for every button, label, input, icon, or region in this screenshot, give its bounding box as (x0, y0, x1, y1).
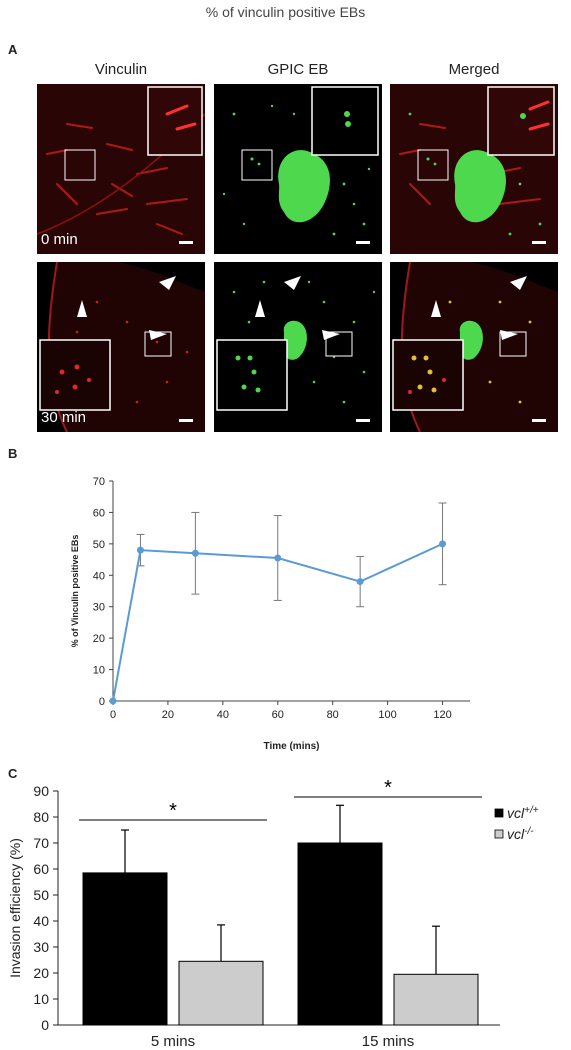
y-axis-title: % of Vinculin positive EBs (70, 535, 80, 648)
column-header-gpic-eb: GPIC EB (267, 61, 329, 78)
panel-a-letter: A (8, 42, 18, 57)
data-point (109, 697, 117, 705)
bar (82, 872, 168, 1026)
data-point (356, 578, 364, 586)
x-tick-label: 100 (378, 709, 396, 721)
panel-c-letter: C (8, 766, 18, 781)
y-tick-label: 10 (93, 665, 105, 677)
y-tick-label: 80 (33, 809, 49, 825)
y-tick-label: 60 (33, 861, 49, 877)
y-tick-label: 90 (33, 783, 49, 799)
significance-star: * (384, 777, 392, 799)
time-label-30min: 30 min (41, 409, 87, 426)
y-tick-label: 30 (33, 939, 49, 955)
bar (178, 960, 264, 1026)
bar (393, 973, 479, 1026)
category-label: 15 mins (362, 1033, 415, 1050)
x-tick-label: 60 (272, 709, 284, 721)
bar (297, 842, 383, 1026)
data-point (191, 549, 199, 557)
x-tick-label: 20 (162, 709, 174, 721)
x-tick-label: 80 (327, 709, 339, 721)
y-tick-label: 30 (93, 602, 105, 614)
micrograph-vinculin-0min: 0 min (37, 84, 205, 254)
y-tick-label: 20 (33, 965, 49, 981)
x-axis-title: Time (mins) (264, 741, 320, 752)
time-label-0min: 0 min (41, 231, 78, 248)
legend-label: vcl+/+ (507, 805, 539, 821)
y-tick-label: 60 (93, 507, 105, 519)
column-header-vinculin: Vinculin (94, 61, 148, 78)
y-tick-label: 50 (93, 539, 105, 551)
y-tick-label: 20 (93, 633, 105, 645)
figure-title: % of vinculin positive EBs (205, 4, 366, 20)
micrograph-merged-0min (390, 84, 558, 254)
micrograph-gpic-eb-0min (214, 84, 382, 254)
y-tick-label: 70 (93, 476, 105, 488)
y-tick-label: 0 (41, 1017, 49, 1033)
data-point (274, 554, 282, 562)
y-tick-label: 10 (33, 991, 49, 1007)
x-tick-label: 120 (433, 709, 451, 721)
legend-swatch (494, 829, 504, 839)
category-label: 5 mins (151, 1033, 195, 1050)
series-line (112, 542, 443, 702)
y-tick-label: 50 (33, 887, 49, 903)
significance-star: * (169, 800, 177, 822)
legend-label: vcl-/- (507, 826, 534, 842)
y-tick-label: 0 (99, 696, 105, 708)
x-tick-label: 40 (217, 709, 229, 721)
panel-b-letter: B (8, 446, 18, 461)
y-axis-title: Invasion efficiency (%) (7, 838, 23, 978)
micrograph-gpic-eb-30min (214, 262, 382, 432)
y-tick-label: 40 (33, 913, 49, 929)
y-tick-label: 70 (33, 835, 49, 851)
y-tick-label: 40 (93, 570, 105, 582)
micrograph-merged-30min (390, 262, 558, 432)
data-point (136, 546, 144, 554)
legend-swatch (494, 808, 504, 818)
x-tick-label: 0 (110, 709, 116, 721)
data-point (439, 540, 447, 548)
micrograph-vinculin-30min: 30 min (37, 262, 205, 432)
column-header-merged: Merged (448, 61, 500, 78)
